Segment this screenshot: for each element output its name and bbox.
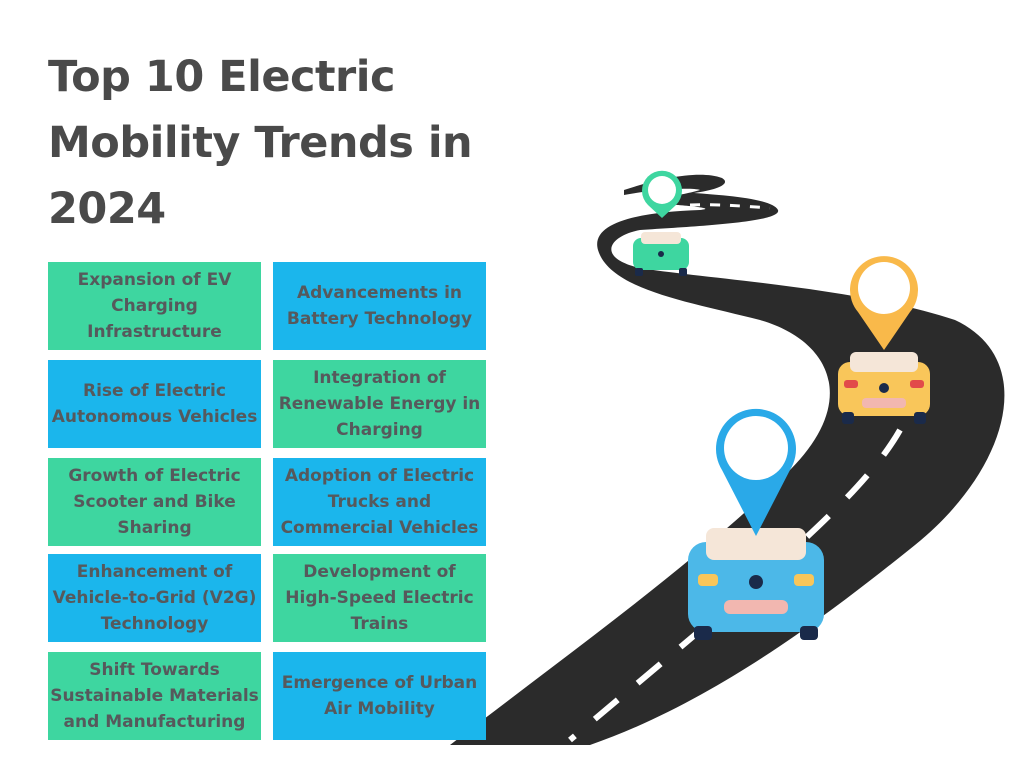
road-center-line-lower (568, 428, 903, 743)
pin-yellow (849, 256, 918, 350)
pin-blue (716, 408, 797, 536)
trend-tile-autonomous-vehicles: Rise of Electric Autonomous Vehicles (48, 360, 261, 448)
car-yellow (838, 352, 930, 424)
pin-green (642, 170, 682, 218)
trend-tile-urban-air-mobility: Emergence of Urban Air Mobility (273, 652, 486, 740)
trend-tile-v2g-technology: Enhancement of Vehicle-to-Grid (V2G) Tec… (48, 554, 261, 642)
road-center-line-upper (689, 203, 771, 210)
trend-tile-sustainable-materials: Shift Towards Sustainable Materials and … (48, 652, 261, 740)
page-title: Top 10 Electric Mobility Trends in 2024 (48, 52, 473, 234)
trend-tile-electric-trucks: Adoption of Electric Trucks and Commerci… (273, 458, 486, 546)
trend-tile-ev-charging: Expansion of EV Charging Infrastructure (48, 262, 261, 350)
trend-tile-renewable-charging: Integration of Renewable Energy in Charg… (273, 360, 486, 448)
trend-tile-battery-technology: Advancements in Battery Technology (273, 262, 486, 350)
trend-tile-scooter-bike-sharing: Growth of Electric Scooter and Bike Shar… (48, 458, 261, 546)
car-green (633, 232, 689, 276)
trend-tile-high-speed-trains: Development of High-Speed Electric Train… (273, 554, 486, 642)
car-blue (688, 528, 824, 640)
